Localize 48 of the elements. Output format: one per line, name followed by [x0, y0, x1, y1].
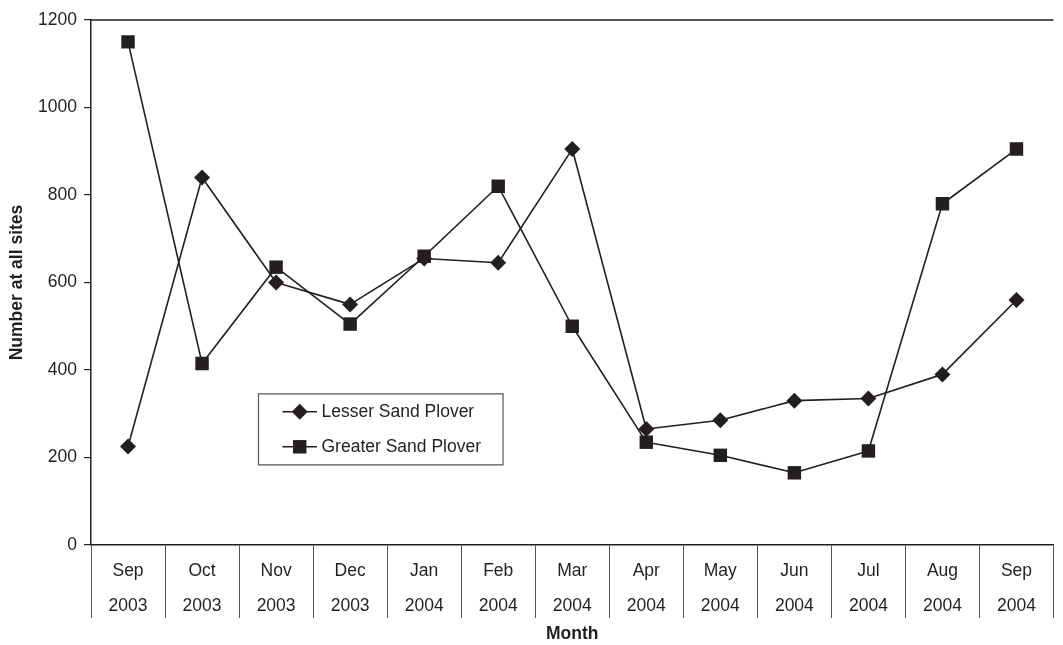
- x-tick-label: Jan 2004: [404, 559, 444, 615]
- y-tick-label: 1200: [38, 8, 78, 29]
- point: [861, 444, 876, 458]
- point: [120, 438, 137, 455]
- point: [121, 35, 135, 49]
- legend-label: Lesser Sand Plover: [321, 400, 475, 421]
- x-tick-label: Jun 2004: [774, 559, 815, 615]
- x-tick-label: Nov 2003: [256, 559, 296, 615]
- x-tick-label: May 2004: [700, 559, 741, 615]
- point: [638, 421, 655, 438]
- x-tick-label: Jul 2004: [848, 559, 889, 615]
- point: [195, 356, 209, 371]
- point: [343, 317, 357, 331]
- x-axis-title: Month: [546, 623, 599, 644]
- y-tick-label: 0: [67, 533, 78, 554]
- y-tick-label: 800: [47, 183, 78, 204]
- point: [713, 448, 728, 463]
- x-tick-label: Sep 2004: [997, 559, 1037, 615]
- point: [786, 392, 803, 409]
- point: [935, 197, 950, 211]
- point: [934, 366, 951, 383]
- point: [860, 390, 877, 407]
- x-tick-label: Sep 2003: [108, 559, 148, 615]
- y-tick-label: 200: [47, 446, 78, 467]
- legend-label: Greater Sand Plover: [321, 435, 482, 456]
- point: [639, 435, 654, 449]
- point: [1008, 292, 1025, 308]
- x-tick-label: Dec 2003: [330, 559, 370, 615]
- point: [491, 179, 505, 193]
- y-tick-label: 400: [47, 358, 78, 379]
- point: [565, 319, 579, 333]
- point: [1009, 142, 1024, 156]
- y-tick-label: 1000: [38, 96, 78, 117]
- x-tick-label: Oct 2003: [182, 559, 222, 615]
- point: [342, 296, 359, 313]
- point: [194, 169, 211, 186]
- x-tick-label: Apr 2004: [626, 559, 667, 615]
- point: [268, 274, 285, 291]
- x-tick-label: Feb 2004: [478, 559, 518, 615]
- point: [712, 412, 729, 429]
- x-tick-label: Mar 2004: [552, 559, 592, 615]
- y-tick-label: 600: [47, 271, 78, 292]
- point: [787, 466, 802, 480]
- point: [269, 260, 283, 274]
- point: [564, 141, 581, 158]
- point: [490, 254, 507, 271]
- x-tick-label: Aug 2004: [922, 559, 963, 615]
- y-axis-title: Number at all sites: [6, 204, 27, 361]
